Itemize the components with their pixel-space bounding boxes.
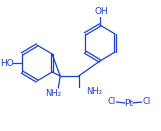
Text: OH: OH (94, 7, 108, 17)
Text: Cl: Cl (107, 97, 116, 105)
Text: Pt: Pt (124, 99, 133, 108)
Text: NH₂: NH₂ (86, 86, 102, 95)
Text: HO: HO (0, 59, 14, 67)
Text: NH₂: NH₂ (45, 89, 62, 97)
Text: Cl: Cl (142, 97, 151, 105)
